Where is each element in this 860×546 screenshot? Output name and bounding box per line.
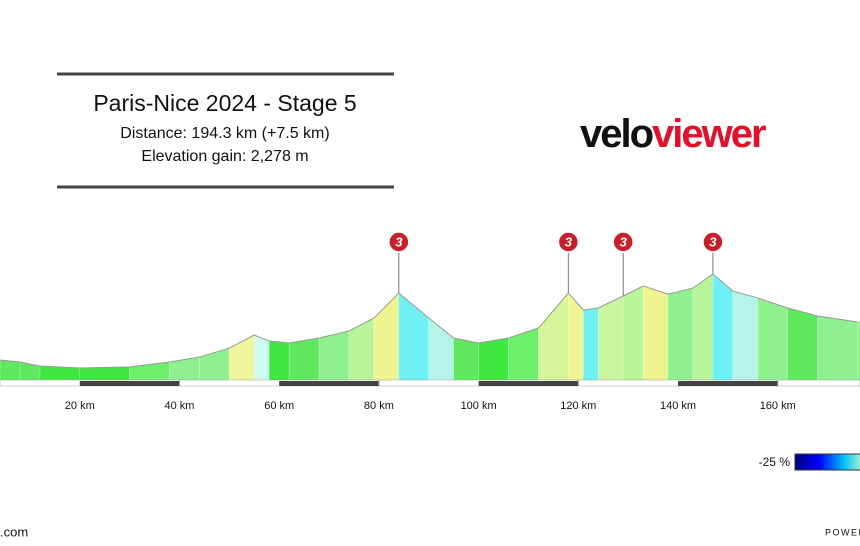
- climb-marker: [612, 231, 634, 253]
- profile-segment: [757, 297, 788, 381]
- profile-segment: [787, 307, 818, 381]
- profile-segment: [538, 292, 569, 381]
- logo: veloviewer: [580, 112, 766, 156]
- climb-category: 3: [565, 234, 573, 249]
- profile-segment: [453, 337, 479, 381]
- subtitle: Distance: 194.3 km (+7.5 km): [120, 125, 329, 142]
- x-tick-label: 40 km: [164, 400, 194, 412]
- climb-marker: [702, 231, 724, 253]
- x-tick-label: 60 km: [264, 400, 294, 412]
- logo-part: velo: [580, 112, 653, 156]
- climb-category: 3: [395, 234, 403, 249]
- climb-marker: [557, 231, 580, 253]
- profile-segment: [318, 330, 350, 381]
- x-tick-label: 120 km: [560, 400, 596, 412]
- profile-segment: [79, 366, 130, 381]
- profile-segment: [712, 273, 734, 381]
- legend-label: -25 %: [759, 455, 791, 469]
- distance-band-block: [478, 381, 579, 386]
- profile-segment: [732, 290, 759, 381]
- distance-band-block: [79, 381, 180, 386]
- profile-segment: [692, 273, 714, 381]
- distance-band-block: [279, 381, 379, 386]
- logo-part: viewer: [652, 112, 766, 156]
- profile-segment: [642, 285, 669, 381]
- distance-band: [0, 379, 860, 387]
- chart-title: Paris-Nice 2024 - Stage 5: [93, 90, 356, 116]
- climb-category: 3: [709, 234, 717, 249]
- distance-band-block: [678, 381, 778, 386]
- profile-segment: [508, 327, 539, 381]
- profile-segment: [0, 359, 21, 381]
- x-tick-label: 140 km: [660, 400, 696, 412]
- subtitle: Elevation gain: 2,278 m: [141, 148, 308, 165]
- profile-segment: [348, 317, 375, 381]
- x-tick-label: 160 km: [760, 400, 796, 412]
- profile-segment: [667, 287, 694, 381]
- profile-segment: [169, 356, 200, 381]
- legend-gradient: [794, 453, 860, 471]
- footer: .com: [0, 524, 28, 539]
- profile-segment: [19, 361, 41, 381]
- profile-segment: [568, 292, 584, 381]
- profile-segment: [268, 340, 290, 381]
- profile-segment: [288, 337, 320, 381]
- x-tick-label: 80 km: [364, 400, 394, 412]
- footer: POWERF: [825, 527, 860, 537]
- profile-segment: [598, 295, 624, 381]
- profile-segment: [428, 317, 454, 381]
- x-tick-label: 100 km: [461, 400, 497, 412]
- climb-marker: [388, 231, 410, 253]
- profile-segment: [817, 315, 858, 381]
- profile-outline: [0, 273, 858, 369]
- climb-category: 3: [620, 234, 628, 249]
- x-tick-label: 20 km: [65, 400, 95, 412]
- profile-segment: [622, 285, 644, 381]
- profile-segment: [583, 307, 599, 381]
- profile-segment: [478, 337, 509, 381]
- profile-segment: [254, 334, 270, 381]
